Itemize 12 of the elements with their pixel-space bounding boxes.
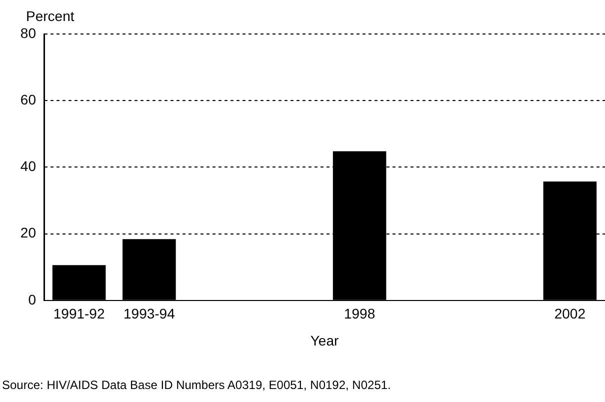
- y-tick-label: 80: [20, 24, 36, 41]
- source-note: Source: HIV/AIDS Data Base ID Numbers A0319, E0051, N0192, N0251.: [2, 378, 391, 392]
- x-tick-label: 1993-94: [123, 306, 176, 322]
- x-tick-label: 2002: [554, 306, 586, 322]
- x-tick-label: 1998: [344, 306, 376, 322]
- x-axis-title: Year: [310, 332, 339, 348]
- y-tick-label: 40: [20, 158, 36, 174]
- y-axis-title: Percent: [26, 8, 74, 24]
- y-tick-label: 60: [20, 91, 36, 108]
- x-tick-label: 1991-92: [53, 306, 105, 322]
- y-tick-label: 20: [20, 224, 36, 241]
- y-tick-label: 0: [28, 291, 36, 308]
